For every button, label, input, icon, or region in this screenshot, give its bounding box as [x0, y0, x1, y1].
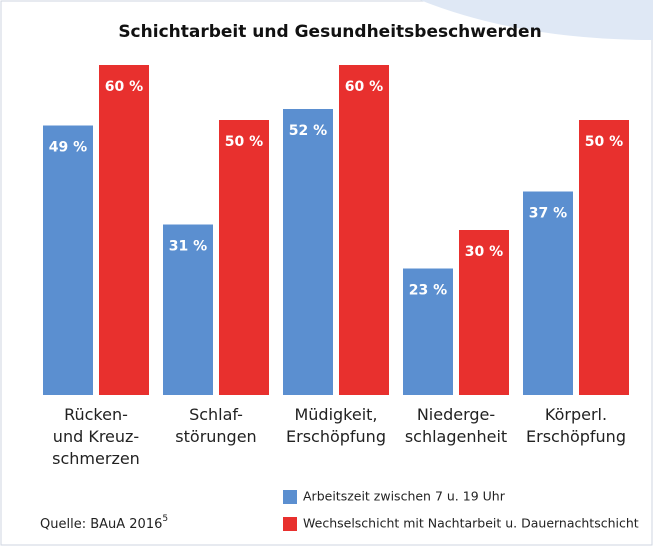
x-tick-line: Müdigkeit, — [294, 405, 377, 424]
value-label: 50 % — [225, 134, 263, 150]
value-label: 49 % — [49, 140, 87, 156]
value-label: 52 % — [289, 123, 327, 139]
x-tick-label: Körperl. Erschöpfung — [526, 405, 626, 446]
source: Quelle: BAuA 20165 — [40, 514, 168, 532]
legend-label: Arbeitszeit zwischen 7 u. 19 Uhr — [303, 489, 506, 504]
x-tick-line: Körperl. — [545, 405, 607, 424]
legend-swatch — [283, 490, 297, 504]
bar — [43, 125, 93, 395]
source-text: Quelle: BAuA 2016 — [40, 517, 162, 532]
x-tick-line: Rücken- — [64, 405, 128, 424]
legend-swatch — [283, 517, 297, 531]
x-tick-label: Schlaf-störungen — [175, 405, 256, 446]
value-label: 37 % — [529, 206, 567, 222]
legend-label: Wechselschicht mit Nachtarbeit u. Dauern… — [303, 516, 639, 531]
x-tick-line: Schlaf- — [189, 405, 243, 424]
x-tick-line: schmerzen — [52, 449, 140, 468]
x-tick-line: schlagenheit — [405, 427, 507, 446]
bar — [219, 120, 269, 395]
value-label: 23 % — [409, 283, 447, 299]
value-label: 50 % — [585, 134, 623, 150]
value-label: 60 % — [345, 79, 383, 95]
x-tick-line: störungen — [175, 427, 256, 446]
value-label: 31 % — [169, 239, 207, 255]
chart-title: Schichtarbeit und Gesundheitsbeschwerden — [118, 22, 541, 42]
bar — [459, 230, 509, 395]
x-tick-line: Erschöpfung — [526, 427, 626, 446]
bar — [579, 120, 629, 395]
x-tick-line: und Kreuz- — [53, 427, 139, 446]
bar — [403, 268, 453, 395]
bar — [163, 224, 213, 395]
x-tick-label: Müdigkeit, Erschöpfung — [286, 405, 386, 446]
bar — [283, 109, 333, 395]
bar — [339, 65, 389, 395]
bar — [523, 191, 573, 395]
bar — [99, 65, 149, 395]
value-label: 30 % — [465, 244, 503, 260]
x-tick-label: Niederge-schlagenheit — [405, 405, 507, 446]
x-tick-line: Niederge- — [417, 405, 495, 424]
decor-arc — [420, 0, 653, 40]
x-tick-label: Rücken-und Kreuz-schmerzen — [52, 405, 140, 468]
source-note: 5 — [162, 514, 168, 524]
x-tick-line: Erschöpfung — [286, 427, 386, 446]
value-label: 60 % — [105, 79, 143, 95]
